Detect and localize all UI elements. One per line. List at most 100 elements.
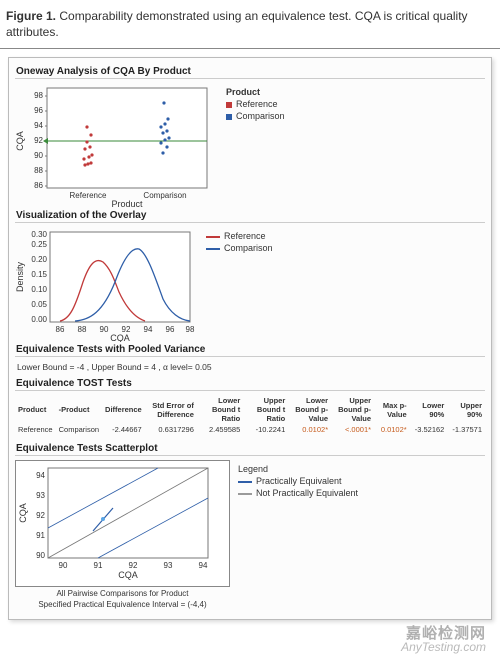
- svg-text:90: 90: [34, 151, 43, 160]
- swatch-icon: [238, 493, 252, 495]
- td: Comparison: [56, 424, 102, 435]
- th: Std Error of Difference: [145, 395, 197, 424]
- svg-text:92: 92: [36, 511, 45, 520]
- svg-text:90: 90: [100, 325, 109, 334]
- svg-text:98: 98: [186, 325, 195, 334]
- svg-text:88: 88: [78, 325, 87, 334]
- svg-text:0.00: 0.00: [31, 315, 47, 324]
- section-title-pooled: Equivalence Tests with Pooled Variance: [15, 342, 485, 357]
- pooled-note: Lower Bound = -4 , Upper Bound = 4 , α l…: [15, 361, 485, 376]
- figure-caption: Figure 1. Comparability demonstrated usi…: [0, 0, 500, 42]
- legend-label: Practically Equivalent: [256, 476, 342, 488]
- tost-table: Product -Product Difference Std Error of…: [15, 395, 485, 435]
- oneway-legend: Product Reference Comparison: [220, 83, 285, 208]
- swatch-icon: [206, 236, 220, 238]
- svg-text:0.05: 0.05: [31, 300, 47, 309]
- eqscatter-wrap: 90 91 92 93 94 90 91 92 93 94 CQA CQA All Pair…: [15, 460, 230, 609]
- svg-text:94: 94: [144, 325, 153, 334]
- svg-text:0.25: 0.25: [31, 240, 47, 249]
- svg-text:91: 91: [36, 531, 45, 540]
- svg-text:92: 92: [34, 136, 43, 145]
- svg-text:91: 91: [94, 561, 103, 570]
- eqscatter-outer: 90 91 92 93 94 90 91 92 93 94 CQA CQA: [15, 460, 230, 587]
- eqscatter-row: 90 91 92 93 94 90 91 92 93 94 CQA CQA All Pair…: [15, 460, 485, 609]
- legend-item: Reference: [226, 99, 285, 111]
- th: Upper Bound p-Value: [331, 395, 374, 424]
- figure-text: Comparability demonstrated using an equi…: [6, 9, 468, 39]
- svg-text:98: 98: [34, 91, 43, 100]
- svg-text:94: 94: [36, 471, 45, 480]
- swatch-icon: [226, 114, 232, 120]
- td: 0.0102*: [288, 424, 331, 435]
- tost-header-row: Product -Product Difference Std Error of…: [15, 395, 485, 424]
- section-title-oneway: Oneway Analysis of CQA By Product: [15, 64, 485, 79]
- swatch-icon: [206, 248, 220, 250]
- section-title-eqscatter: Equivalence Tests Scatterplot: [15, 441, 485, 456]
- td: -1.37571: [447, 424, 485, 435]
- density-chart: 0.00 0.05 0.10 0.15 0.20 0.250.30 Density 86…: [15, 227, 200, 342]
- section-title-overlay: Visualization of the Overlay: [15, 208, 485, 223]
- eqscatter-legend: Legend Practically Equivalent Not Practi…: [230, 460, 358, 609]
- oneway-chart: 86 88 90 92 94 96 98 CQA: [15, 83, 220, 208]
- density-xlabel: CQA: [110, 333, 130, 342]
- th: Upper Bound t Ratio: [243, 395, 288, 424]
- svg-text:90: 90: [36, 551, 45, 560]
- svg-text:0.10: 0.10: [31, 285, 47, 294]
- swatch-icon: [226, 102, 232, 108]
- tost-data-row: Reference Comparison -2.44667 0.6317296 …: [15, 424, 485, 435]
- svg-text:Reference: Reference: [70, 191, 107, 200]
- legend-item: Practically Equivalent: [238, 476, 358, 488]
- legend-title: Product: [226, 87, 285, 99]
- th: Lower Bound p-Value: [288, 395, 331, 424]
- svg-text:94: 94: [34, 121, 43, 130]
- svg-text:92: 92: [129, 561, 138, 570]
- eqscatter-caption1: All Pairwise Comparisons for Product: [15, 587, 230, 598]
- density-ylabel: Density: [15, 262, 25, 293]
- credit-watermark: 嘉峪检测网 AnyTesting.com: [8, 628, 492, 664]
- svg-text:0.30: 0.30: [31, 230, 47, 239]
- svg-text:96: 96: [166, 325, 175, 334]
- th: Lower 90%: [410, 395, 448, 424]
- th: Max p-Value: [374, 395, 410, 424]
- svg-text:Comparison: Comparison: [143, 191, 186, 200]
- svg-text:88: 88: [34, 166, 43, 175]
- svg-text:86: 86: [56, 325, 65, 334]
- divider: [0, 48, 500, 49]
- svg-text:94: 94: [199, 561, 208, 570]
- td: 0.0102*: [374, 424, 410, 435]
- td: -2.44667: [102, 424, 145, 435]
- th: Lower Bound t Ratio: [197, 395, 243, 424]
- density-legend: Reference Comparison: [200, 227, 273, 342]
- td: Reference: [15, 424, 56, 435]
- svg-text:96: 96: [34, 106, 43, 115]
- figure-panel: Oneway Analysis of CQA By Product 86 88 …: [8, 57, 492, 620]
- section-title-tost: Equivalence TOST Tests: [15, 376, 485, 391]
- legend-label: Reference: [236, 99, 278, 111]
- oneway-xlabel: Product: [111, 199, 143, 208]
- swatch-icon: [238, 481, 252, 483]
- density-row: 0.00 0.05 0.10 0.15 0.20 0.250.30 Density 86…: [15, 227, 485, 342]
- svg-text:0.15: 0.15: [31, 270, 47, 279]
- legend-title: Legend: [238, 464, 358, 476]
- oneway-row: 86 88 90 92 94 96 98 CQA: [15, 83, 485, 208]
- th: Difference: [102, 395, 145, 424]
- svg-text:0.20: 0.20: [31, 255, 47, 264]
- eqscatter-xlabel: CQA: [118, 570, 138, 580]
- svg-text:93: 93: [36, 491, 45, 500]
- th: Upper 90%: [447, 395, 485, 424]
- eqscatter-chart: 90 91 92 93 94 90 91 92 93 94 CQA CQA: [18, 463, 227, 581]
- legend-label: Reference: [224, 231, 266, 243]
- svg-text:93: 93: [164, 561, 173, 570]
- legend-item: Reference: [206, 231, 273, 243]
- legend-item: Comparison: [226, 111, 285, 123]
- figure-label: Figure 1.: [6, 9, 56, 23]
- td: <.0001*: [331, 424, 374, 435]
- th: -Product: [56, 395, 102, 424]
- svg-text:86: 86: [34, 181, 43, 190]
- legend-label: Comparison: [236, 111, 285, 123]
- oneway-ylabel: CQA: [15, 132, 25, 152]
- eqscatter-ylabel: CQA: [18, 504, 28, 524]
- legend-item: Not Practically Equivalent: [238, 488, 358, 500]
- eqscatter-caption2: Specified Practical Equivalence Interval…: [15, 598, 230, 609]
- svg-text:90: 90: [59, 561, 68, 570]
